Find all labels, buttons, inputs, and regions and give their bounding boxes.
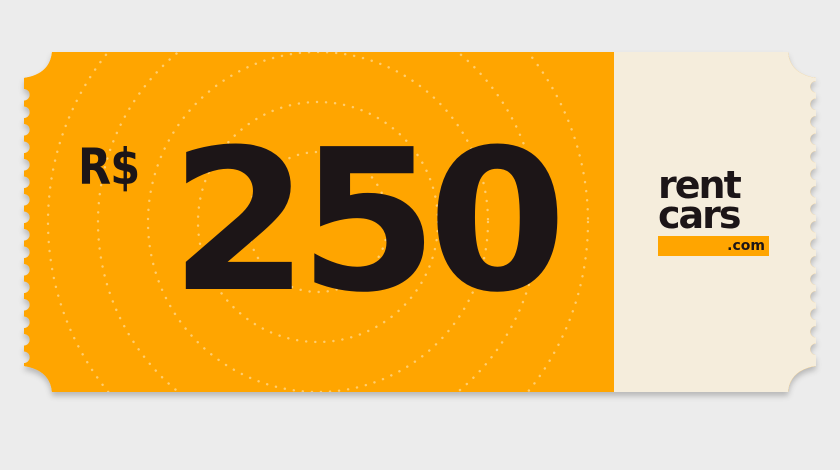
logo-word-cars: cars xyxy=(658,193,742,237)
ring-3 xyxy=(146,52,490,392)
ring-1 xyxy=(246,150,390,294)
rentcars-logo: rent cars .com xyxy=(658,163,770,256)
currency-symbol: R$ xyxy=(78,138,140,196)
logo-word-rent: rent xyxy=(658,163,742,207)
ring-2 xyxy=(196,100,440,344)
ring-5 xyxy=(46,52,590,392)
ticket-main-panel xyxy=(24,52,614,392)
logo-domain: .com xyxy=(727,238,765,254)
voucher-amount: 250 xyxy=(170,108,567,336)
decorative-rings xyxy=(46,52,590,392)
ticket-stub-panel xyxy=(614,52,816,392)
ring-4 xyxy=(96,52,540,392)
decorative-rings-inner xyxy=(46,52,590,392)
logo-domain-bar: .com xyxy=(658,236,769,256)
voucher-amount-area: R$ 250 xyxy=(78,124,578,320)
